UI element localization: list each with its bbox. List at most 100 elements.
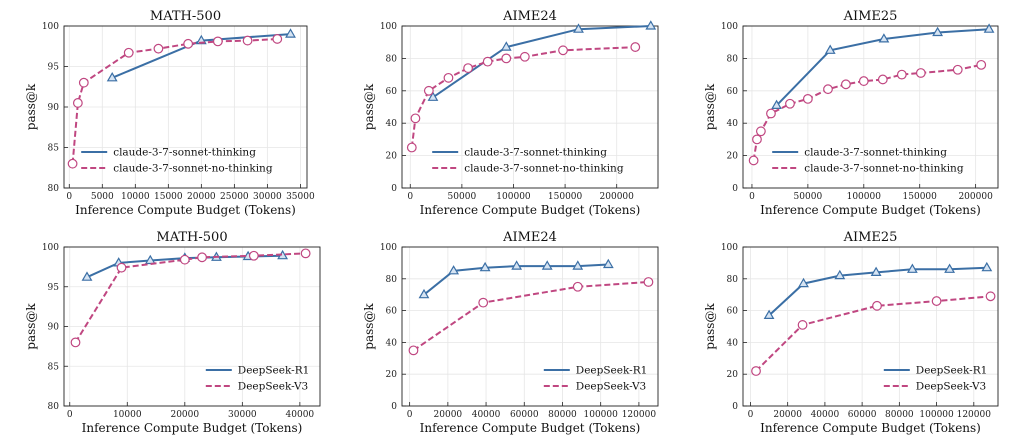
- series-2: [67, 34, 283, 169]
- plot-frame: [63, 246, 321, 407]
- x-tick-label: 100000: [847, 192, 882, 202]
- series-1: [771, 23, 995, 110]
- y-tick-label: 0: [732, 402, 738, 412]
- y-tick-label: 20: [386, 370, 398, 380]
- data-point: [824, 44, 836, 54]
- chart-panel-5: 0 20000 40000 60000 80000 100000 120000 0 20 40 60…: [362, 230, 659, 435]
- series-2: [406, 42, 641, 153]
- x-tick-label: 60000: [848, 410, 877, 420]
- x-tick-label: 120000: [957, 410, 992, 420]
- x-tick-label: 20000: [187, 192, 216, 202]
- x-tick-label: 50000: [794, 192, 823, 202]
- y-tick-label: 60: [727, 307, 739, 317]
- y-tick-label: 20: [727, 152, 739, 162]
- chart-panel-2: 0 50000 100000 150000 200000 0 20 40 60 80 100 AIME…: [362, 9, 659, 217]
- x-axis-label: Inference Compute Budget (Tokens): [760, 203, 981, 217]
- data-point: [752, 134, 762, 145]
- series-1: [106, 28, 296, 82]
- data-point: [748, 155, 759, 166]
- y-tick-label: 100: [380, 22, 397, 32]
- data-point: [763, 309, 775, 319]
- plot-frame: [63, 25, 308, 189]
- x-tick-label: 0: [66, 192, 72, 202]
- data-point: [408, 345, 419, 356]
- data-point: [834, 269, 846, 280]
- x-tick-label: 40000: [286, 410, 315, 420]
- x-axis-label: Inference Compute Budget (Tokens): [75, 203, 296, 217]
- data-point: [858, 76, 869, 86]
- x-tick-label: 100000: [919, 410, 954, 420]
- x-tick-label: 200000: [958, 192, 993, 202]
- series-1: [418, 258, 614, 299]
- legend-label: claude-3-7-sonnet-no-thinking: [113, 163, 273, 175]
- y-tick-label: 40: [386, 338, 398, 348]
- series-1: [763, 261, 993, 319]
- data-point: [798, 277, 809, 288]
- chart-panel-6: 0 20000 40000 60000 80000 100000 120000 0 20 40 60…: [703, 230, 999, 435]
- y-axis-label: pass@k: [703, 83, 717, 130]
- x-tick-label: 150000: [903, 192, 938, 202]
- x-axis-label: Inference Compute Budget (Tokens): [82, 421, 303, 435]
- x-tick-label: 25000: [220, 192, 249, 202]
- data-point: [771, 99, 782, 110]
- data-point: [944, 263, 956, 273]
- x-tick-label: 40000: [811, 410, 840, 420]
- y-tick-label: 95: [48, 63, 60, 73]
- data-point: [81, 271, 93, 281]
- x-tick-label: 20000: [170, 410, 199, 420]
- data-point: [144, 254, 156, 265]
- x-tick-label: 30000: [228, 410, 257, 420]
- x-axis-label: Inference Compute Budget (Tokens): [420, 203, 641, 217]
- data-point: [915, 68, 926, 78]
- x-tick-label: 0: [748, 410, 754, 420]
- y-tick-label: 0: [732, 184, 738, 194]
- y-tick-label: 60: [386, 307, 398, 317]
- x-axis-label: Inference Compute Budget (Tokens): [420, 421, 641, 435]
- y-tick-label: 90: [48, 323, 60, 333]
- chart-title: AIME24: [502, 9, 557, 24]
- plot-frame: [742, 25, 999, 189]
- series-line: [410, 46, 636, 148]
- data-point: [896, 69, 907, 80]
- data-point: [755, 126, 766, 137]
- x-tick-label: 0: [407, 410, 413, 420]
- x-tick-label: 150000: [548, 192, 583, 202]
- data-point: [985, 291, 996, 302]
- data-point: [572, 281, 583, 292]
- chart-panel-4: 0 10000 20000 30000 40000 80 85 90 95 100 MATH-500…: [24, 230, 321, 435]
- data-point: [840, 79, 851, 90]
- x-tick-label: 200000: [600, 192, 635, 202]
- x-axis-label: Inference Compute Budget (Tokens): [760, 421, 981, 435]
- data-point: [300, 248, 311, 259]
- data-point: [872, 300, 882, 311]
- data-point: [479, 261, 491, 272]
- legend-label: DeepSeek-R1: [916, 365, 988, 377]
- y-tick-label: 60: [386, 87, 398, 97]
- x-tick-label: 100000: [584, 410, 619, 420]
- y-tick-label: 85: [48, 144, 60, 154]
- chart-title: MATH-500: [156, 230, 227, 245]
- x-tick-label: 20000: [434, 410, 463, 420]
- x-tick-label: 0: [67, 410, 73, 420]
- y-axis-label: pass@k: [24, 83, 38, 130]
- data-point: [116, 262, 127, 273]
- legend-label: DeepSeek-V3: [576, 381, 646, 393]
- data-point: [952, 64, 963, 75]
- series-1: [427, 20, 657, 101]
- legend-label: claude-3-7-sonnet-thinking: [464, 147, 607, 159]
- data-point: [410, 113, 421, 124]
- y-tick-label: 90: [48, 103, 60, 113]
- data-point: [797, 320, 808, 330]
- data-point: [630, 42, 641, 52]
- x-tick-label: 0: [749, 192, 755, 202]
- y-tick-label: 0: [391, 402, 397, 412]
- y-axis-label: pass@k: [24, 303, 38, 350]
- series-2: [408, 277, 654, 356]
- y-tick-label: 100: [380, 243, 397, 253]
- y-tick-label: 95: [48, 283, 60, 293]
- data-point: [870, 266, 882, 276]
- series-line: [432, 25, 651, 99]
- y-tick-label: 0: [391, 184, 397, 194]
- data-point: [981, 261, 993, 272]
- y-tick-label: 20: [727, 370, 739, 380]
